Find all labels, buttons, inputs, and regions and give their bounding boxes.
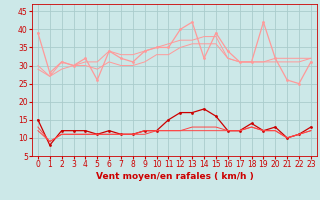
X-axis label: Vent moyen/en rafales ( km/h ): Vent moyen/en rafales ( km/h ) <box>96 172 253 181</box>
